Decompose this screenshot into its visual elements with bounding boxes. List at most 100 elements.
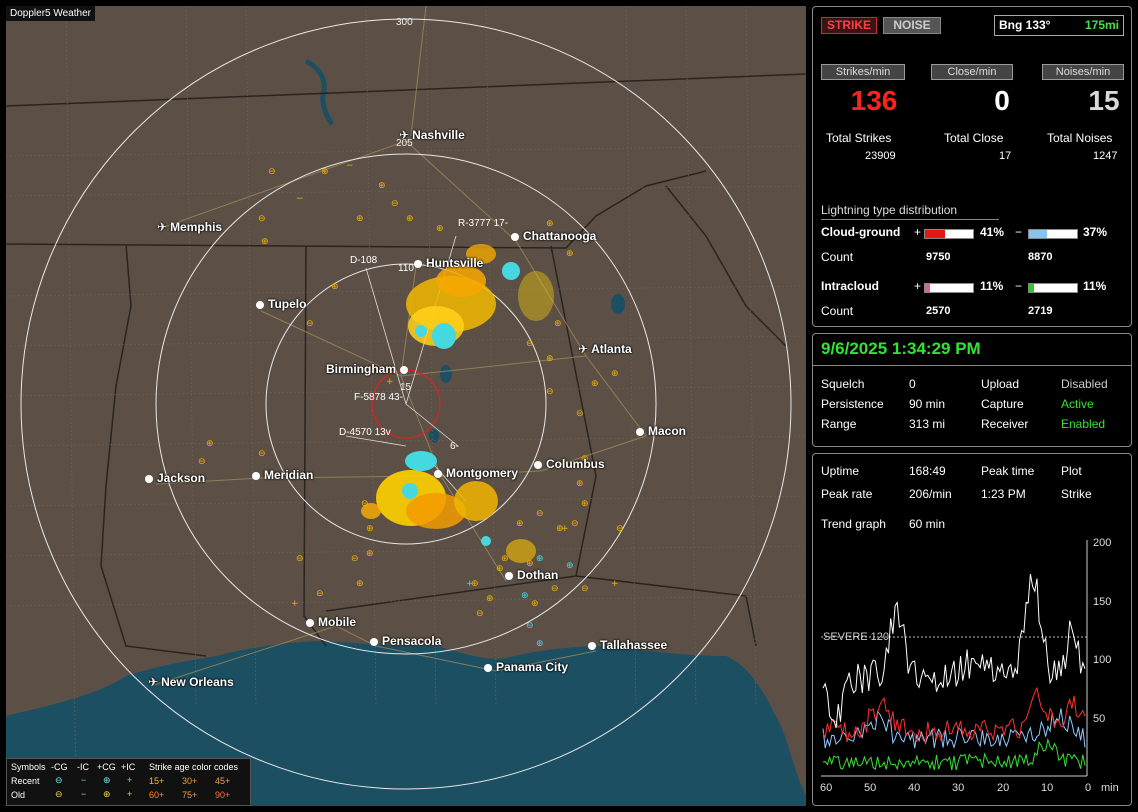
svg-text:⊖: ⊖ xyxy=(551,584,559,594)
city-dot-icon xyxy=(400,366,409,374)
city-dot-icon xyxy=(511,233,519,241)
peak-rate-label: Peak rate xyxy=(821,487,873,501)
svg-text:+: + xyxy=(386,377,394,387)
legend-symbol: − xyxy=(81,775,87,785)
close-min-label: Close/min xyxy=(931,64,1013,80)
receiver-value: Enabled xyxy=(1061,417,1106,431)
svg-text:⊕: ⊕ xyxy=(356,214,364,224)
legend-age: 90+ xyxy=(215,790,231,800)
svg-text:⊕: ⊕ xyxy=(206,439,214,449)
strikes-min-label: Strikes/min xyxy=(821,64,905,80)
city-dot-icon xyxy=(484,664,492,672)
city-new-orleans: ✈ New Orleans xyxy=(148,675,234,689)
x-tick-40: 40 xyxy=(908,782,921,794)
x-tick-30: 30 xyxy=(952,782,965,794)
city-pensacola: Pensacola xyxy=(370,634,441,648)
svg-text:⊕: ⊕ xyxy=(536,554,544,564)
city-mobile: Mobile xyxy=(306,615,356,629)
plot-label: Plot xyxy=(1061,464,1082,478)
lightning-map[interactable]: ⊖ ⊕ ⊕ ⊖ ⊕ ⊕ ⊖ ⊕ ⊕ ⊕ ⊕ ⊕ ⊖ ⊕ ⊕ ⊖ ⊖ ⊕ ⊕ ⊖ ⊖ ⊕ ⊖ ⊖ ⊖ ⊕ ⊖ ⊕ ⊕ ⊕ … xyxy=(6,6,806,806)
distribution-title: Lightning type distribution xyxy=(821,203,958,217)
plus-sign: + xyxy=(914,225,922,239)
svg-text:⊖: ⊖ xyxy=(526,339,534,349)
svg-text:⊖: ⊖ xyxy=(296,554,304,564)
legend-age: 45+ xyxy=(215,776,231,786)
trend-line xyxy=(822,686,1086,745)
ic-count-label: Count xyxy=(821,304,854,318)
ic-negative-pct: 11% xyxy=(1083,279,1107,293)
svg-text:⊕: ⊕ xyxy=(566,249,574,259)
y-tick-150: 150 xyxy=(1093,596,1112,608)
svg-text:⊕: ⊕ xyxy=(406,214,414,224)
legend-col: +IC xyxy=(121,762,136,772)
squelch-label: Squelch xyxy=(821,377,865,391)
station-label: R-3777 17- xyxy=(458,218,509,229)
map-title: Doppler5 Weather xyxy=(6,6,95,21)
trend-line xyxy=(822,573,1086,729)
city-macon: Macon xyxy=(636,424,686,438)
svg-text:⊕: ⊕ xyxy=(576,479,584,489)
minus-sign: − xyxy=(1015,279,1023,293)
svg-text:⊕: ⊕ xyxy=(516,519,524,529)
x-tick-60: 60 xyxy=(820,782,833,794)
cg-positive-bar xyxy=(924,229,974,239)
svg-text:⊕: ⊕ xyxy=(546,354,554,364)
minus-sign: − xyxy=(1015,225,1023,239)
legend-symbol: ⊖ xyxy=(55,789,63,799)
svg-text:⊖: ⊖ xyxy=(526,621,534,631)
airport-icon: ✈ xyxy=(157,220,168,234)
svg-text:⊖: ⊖ xyxy=(361,499,369,509)
bearing-readout: Bng 133° 175mi xyxy=(994,15,1124,36)
svg-text:−: − xyxy=(296,194,304,204)
svg-text:+: + xyxy=(611,579,619,589)
close-min-value: 0 xyxy=(994,85,1010,116)
plus-sign: + xyxy=(914,279,922,293)
svg-text:⊕: ⊕ xyxy=(356,579,364,589)
ic-negative-count: 2719 xyxy=(1028,305,1053,317)
svg-text:⊖: ⊖ xyxy=(576,409,584,419)
city-atlanta: ✈ Atlanta xyxy=(578,342,632,356)
svg-text:⊕: ⊕ xyxy=(366,549,374,559)
city-tallahassee: Tallahassee xyxy=(588,638,667,652)
svg-text:⊕: ⊕ xyxy=(581,499,589,509)
city-tupelo: Tupelo xyxy=(256,297,306,311)
uptime-label: Uptime xyxy=(821,464,860,478)
svg-text:+: + xyxy=(561,524,569,534)
svg-text:⊕: ⊕ xyxy=(331,282,339,292)
peak-time-value: 1:23 PM xyxy=(981,487,1026,501)
cg-count-label: Count xyxy=(821,250,854,264)
trend-panel: Uptime 168:49 Peak time Plot Peak rate 2… xyxy=(812,453,1132,806)
legend-col: +CG xyxy=(97,762,116,772)
strikes-min-value: 136 xyxy=(850,85,898,116)
city-columbus: Columbus xyxy=(534,457,605,471)
total-close-label: Total Close xyxy=(944,131,1004,145)
city-birmingham: Birmingham xyxy=(326,362,412,376)
trend-graph-label: Trend graph xyxy=(821,517,886,531)
city-chattanooga: Chattanooga xyxy=(511,229,596,243)
trend-graph-span: 60 min xyxy=(909,517,946,531)
total-strikes-label: Total Strikes xyxy=(826,131,892,145)
city-meridian: Meridian xyxy=(252,468,313,482)
svg-text:+: + xyxy=(291,599,299,609)
strike-stats-panel: STRIKE NOISE Bng 133° 175mi Strikes/min … xyxy=(812,6,1132,327)
capture-label: Capture xyxy=(981,397,1024,411)
city-dot-icon xyxy=(414,260,422,268)
svg-text:⊕: ⊕ xyxy=(526,559,534,569)
legend-age: 30+ xyxy=(182,776,198,786)
svg-text:⊖: ⊖ xyxy=(616,524,624,534)
svg-text:⊕: ⊕ xyxy=(581,454,589,464)
city-nashville: ✈ Nashville xyxy=(399,128,465,142)
ring-label-15: 15 xyxy=(400,382,412,393)
noise-button[interactable]: NOISE xyxy=(883,17,941,34)
legend-age-title: Strike age color codes xyxy=(149,762,239,772)
y-tick-200: 200 xyxy=(1093,537,1112,549)
upload-label: Upload xyxy=(981,377,1020,391)
y-tick-100: 100 xyxy=(1093,654,1112,666)
svg-text:⊖: ⊖ xyxy=(581,584,589,594)
strike-button[interactable]: STRIKE xyxy=(821,17,877,34)
svg-text:⊖: ⊖ xyxy=(258,449,266,459)
legend-symbol: − xyxy=(81,789,87,799)
city-dot-icon xyxy=(434,470,442,478)
total-noises-label: Total Noises xyxy=(1047,131,1113,145)
city-dot-icon xyxy=(145,475,153,483)
